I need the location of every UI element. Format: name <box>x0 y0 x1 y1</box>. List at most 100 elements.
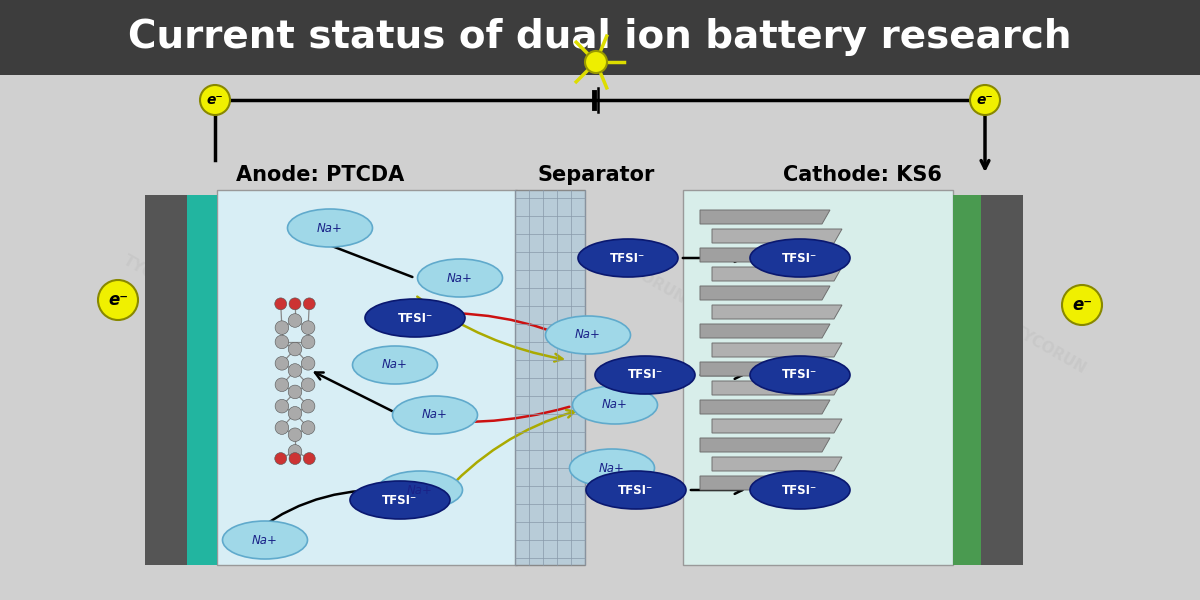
Polygon shape <box>700 286 830 300</box>
Circle shape <box>98 280 138 320</box>
Circle shape <box>275 335 289 349</box>
Circle shape <box>275 400 289 413</box>
Text: e⁻: e⁻ <box>1072 296 1092 314</box>
Text: TFSI⁻: TFSI⁻ <box>383 493 418 506</box>
Circle shape <box>288 314 302 328</box>
Polygon shape <box>700 248 830 262</box>
Text: TFSI⁻: TFSI⁻ <box>628 368 662 382</box>
Text: Na+: Na+ <box>252 533 278 547</box>
Bar <box>683 190 953 565</box>
Text: Cathode: KS6: Cathode: KS6 <box>782 165 942 185</box>
Text: TYCORUN: TYCORUN <box>121 253 199 307</box>
Text: Na+: Na+ <box>599 461 625 475</box>
Polygon shape <box>712 457 842 471</box>
Ellipse shape <box>750 356 850 394</box>
Text: TFSI⁻: TFSI⁻ <box>782 368 817 382</box>
Ellipse shape <box>222 521 307 559</box>
Polygon shape <box>712 305 842 319</box>
Bar <box>982 195 1022 565</box>
Circle shape <box>275 321 289 334</box>
Text: TFSI⁻: TFSI⁻ <box>397 311 433 325</box>
Ellipse shape <box>365 299 466 337</box>
Polygon shape <box>712 343 842 357</box>
Circle shape <box>288 407 302 420</box>
Polygon shape <box>712 381 842 395</box>
Text: TYCORUN: TYCORUN <box>161 423 239 477</box>
Text: Na+: Na+ <box>448 271 473 284</box>
Ellipse shape <box>586 471 686 509</box>
Circle shape <box>289 298 301 310</box>
Text: Na+: Na+ <box>575 329 601 341</box>
Ellipse shape <box>350 481 450 519</box>
Text: TYCORUN: TYCORUN <box>461 453 539 507</box>
Circle shape <box>275 356 289 370</box>
Circle shape <box>288 364 302 377</box>
Ellipse shape <box>572 386 658 424</box>
Text: TYCORUN: TYCORUN <box>611 253 689 307</box>
Polygon shape <box>700 210 830 224</box>
Circle shape <box>301 321 314 334</box>
Circle shape <box>288 428 302 442</box>
Text: TFSI⁻: TFSI⁻ <box>782 484 817 497</box>
Ellipse shape <box>353 346 438 384</box>
Bar <box>953 195 982 565</box>
Circle shape <box>301 400 314 413</box>
Circle shape <box>304 452 316 464</box>
Text: TYCORUN: TYCORUN <box>361 223 439 277</box>
Polygon shape <box>700 400 830 414</box>
Text: Current status of dual ion battery research: Current status of dual ion battery resea… <box>128 19 1072 56</box>
Circle shape <box>275 298 287 310</box>
Text: Anode: PTCDA: Anode: PTCDA <box>236 165 404 185</box>
Ellipse shape <box>750 239 850 277</box>
Circle shape <box>301 335 314 349</box>
Text: e⁻: e⁻ <box>206 93 223 107</box>
Circle shape <box>304 298 316 310</box>
Circle shape <box>200 85 230 115</box>
Circle shape <box>288 445 302 458</box>
Ellipse shape <box>595 356 695 394</box>
Text: TFSI⁻: TFSI⁻ <box>782 251 817 265</box>
Bar <box>217 190 517 565</box>
Circle shape <box>970 85 1000 115</box>
Text: Separator: Separator <box>538 165 655 185</box>
Polygon shape <box>712 419 842 433</box>
Ellipse shape <box>288 209 372 247</box>
Polygon shape <box>712 229 842 243</box>
Text: TYCORUN: TYCORUN <box>911 453 989 507</box>
Ellipse shape <box>578 239 678 277</box>
Circle shape <box>1062 285 1102 325</box>
Text: Na+: Na+ <box>407 484 433 497</box>
Text: TYCORUN: TYCORUN <box>710 423 790 477</box>
Polygon shape <box>700 438 830 452</box>
Circle shape <box>301 356 314 370</box>
Text: TYCORUN: TYCORUN <box>860 223 940 277</box>
Circle shape <box>586 51 607 73</box>
Circle shape <box>275 452 287 464</box>
Bar <box>187 195 217 565</box>
Text: e⁻: e⁻ <box>977 93 994 107</box>
Circle shape <box>275 378 289 392</box>
Text: TYCORUN: TYCORUN <box>1010 323 1090 377</box>
Polygon shape <box>700 324 830 338</box>
Ellipse shape <box>750 471 850 509</box>
Ellipse shape <box>546 316 630 354</box>
Ellipse shape <box>570 449 654 487</box>
Text: Na+: Na+ <box>422 409 448 421</box>
Text: TFSI⁻: TFSI⁻ <box>611 251 646 265</box>
Circle shape <box>288 385 302 398</box>
Ellipse shape <box>378 471 462 509</box>
Text: e⁻: e⁻ <box>108 291 128 309</box>
Circle shape <box>301 378 314 392</box>
Bar <box>515 190 586 565</box>
Circle shape <box>289 452 301 464</box>
Polygon shape <box>700 362 830 376</box>
Ellipse shape <box>418 259 503 297</box>
Bar <box>145 195 187 565</box>
Polygon shape <box>712 267 842 281</box>
Text: Na+: Na+ <box>317 221 343 235</box>
Text: Na+: Na+ <box>602 398 628 412</box>
Polygon shape <box>700 476 830 490</box>
Bar <box>0 0 1200 75</box>
Circle shape <box>288 342 302 356</box>
Ellipse shape <box>392 396 478 434</box>
